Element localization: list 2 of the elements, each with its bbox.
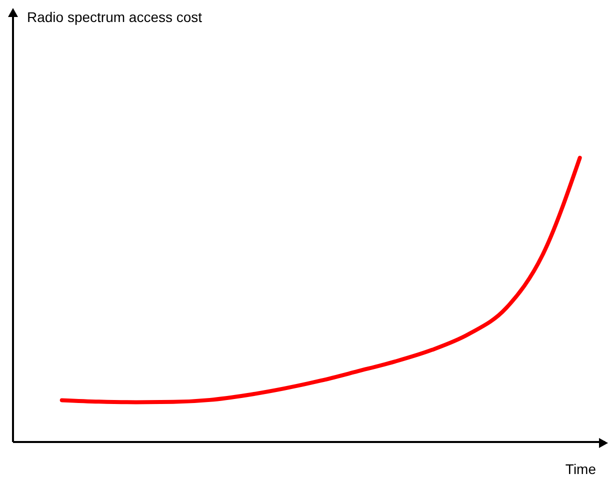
- x-axis-title: Time: [565, 461, 596, 477]
- text: Radio spectrum access cost: [27, 9, 202, 25]
